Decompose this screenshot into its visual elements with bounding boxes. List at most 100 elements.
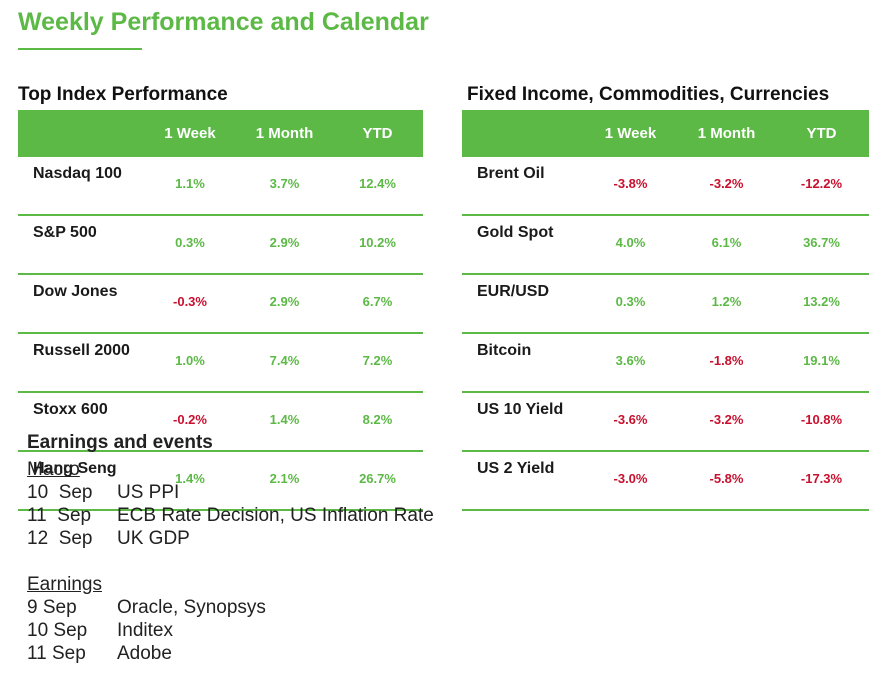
row-1-month-value: 7.4% xyxy=(237,333,332,393)
row-name: Brent Oil xyxy=(462,157,582,216)
row-ytd-value: 6.7% xyxy=(332,274,423,334)
row-1-month-value: 2.9% xyxy=(237,215,332,275)
row-ytd-value: 13.2% xyxy=(774,274,869,334)
event-item: 12 Sep UK GDP xyxy=(27,527,434,550)
table-row: S&P 500 0.3% 2.9% 10.2% xyxy=(18,215,423,275)
macro-heading: Macro xyxy=(27,459,80,480)
row-name: Stoxx 600 xyxy=(18,392,143,452)
fixed-income-section: Fixed Income, Commodities, Currencies 1 … xyxy=(462,84,869,511)
event-item: 10 Sep Inditex xyxy=(27,619,434,642)
event-description: UK GDP xyxy=(117,528,190,549)
row-name: Nasdaq 100 xyxy=(18,157,143,216)
event-description: Adobe xyxy=(117,643,172,664)
column-header-ytd: YTD xyxy=(332,110,423,157)
fixed-income-table: 1 Week 1 Month YTD Brent Oil -3.8% -3.2% -1… xyxy=(462,110,869,511)
row-1-week-value: 1.1% xyxy=(143,157,237,216)
event-date: 11 Sep xyxy=(27,505,92,526)
earnings-list: 9 Sep Oracle, Synopsys 10 Sep Inditex 11 Sep… xyxy=(27,596,434,665)
table-row: Dow Jones -0.3% 2.9% 6.7% xyxy=(18,274,423,334)
event-item: 11 Sep Adobe xyxy=(27,642,434,665)
row-1-month-value: 2.1% xyxy=(237,451,332,511)
row-1-week-value: 4.0% xyxy=(582,215,679,275)
column-header-1-month: 1 Month xyxy=(237,110,332,157)
row-ytd-value: -12.2% xyxy=(774,157,869,216)
event-date: 10 Sep xyxy=(27,482,93,503)
event-description: Inditex xyxy=(117,620,173,641)
event-description: ECB Rate Decision, US Inflation Rate xyxy=(117,505,434,526)
table-header-row: 1 Week 1 Month YTD xyxy=(462,110,869,157)
row-1-week-value: 1.4% xyxy=(143,451,237,511)
table-header-row: 1 Week 1 Month YTD xyxy=(18,110,423,157)
index-performance-table: 1 Week 1 Month YTD Nasdaq 100 1.1% 3.7% 12.… xyxy=(18,110,423,511)
event-date: 10 Sep xyxy=(27,620,88,641)
earnings-heading: Earnings xyxy=(27,574,102,595)
column-header-1-week: 1 Week xyxy=(582,110,679,157)
row-ytd-value: -10.8% xyxy=(774,392,869,452)
event-item: 10 Sep US PPI xyxy=(27,481,434,504)
table-row: US 2 Yield -3.0% -5.8% -17.3% xyxy=(462,451,869,511)
row-ytd-value: 19.1% xyxy=(774,333,869,393)
index-performance-section: Top Index Performance 1 Week 1 Month YTD… xyxy=(18,84,423,511)
event-date: 12 Sep xyxy=(27,528,93,549)
event-date: 11 Sep xyxy=(27,643,86,664)
earnings-events-section: Earnings and events Macro 10 Sep US PPI 11… xyxy=(27,432,434,665)
row-name: US 10 Yield xyxy=(462,392,582,452)
row-1-month-value: 1.2% xyxy=(679,274,774,334)
row-name: Russell 2000 xyxy=(18,333,143,393)
row-ytd-value: 26.7% xyxy=(332,451,423,511)
row-ytd-value: 10.2% xyxy=(332,215,423,275)
macro-list: 10 Sep US PPI 11 Sep ECB Rate Decision, US … xyxy=(27,481,434,550)
event-item: 11 Sep ECB Rate Decision, US Inflation Ra… xyxy=(27,504,434,527)
row-1-week-value: 1.0% xyxy=(143,333,237,393)
row-1-week-value: -3.6% xyxy=(582,392,679,452)
title-underline xyxy=(18,48,142,50)
row-ytd-value: 12.4% xyxy=(332,157,423,216)
row-1-month-value: -3.2% xyxy=(679,392,774,452)
column-header-name xyxy=(462,110,582,157)
row-name: S&P 500 xyxy=(18,215,143,275)
row-1-month-value: -3.2% xyxy=(679,157,774,216)
row-name: Gold Spot xyxy=(462,215,582,275)
row-1-week-value: -3.0% xyxy=(582,451,679,511)
event-description: Oracle, Synopsys xyxy=(117,597,266,618)
row-ytd-value: -17.3% xyxy=(774,451,869,511)
row-name: Bitcoin xyxy=(462,333,582,393)
row-name: EUR/USD xyxy=(462,274,582,334)
row-name: US 2 Yield xyxy=(462,451,582,511)
table-row: Brent Oil -3.8% -3.2% -12.2% xyxy=(462,157,869,216)
event-item: 9 Sep Oracle, Synopsys xyxy=(27,596,434,619)
row-1-month-value: 3.7% xyxy=(237,157,332,216)
row-1-week-value: -0.2% xyxy=(143,392,237,452)
table-row: Stoxx 600 -0.2% 1.4% 8.2% xyxy=(18,392,423,452)
row-1-week-value: 3.6% xyxy=(582,333,679,393)
row-1-week-value: -0.3% xyxy=(143,274,237,334)
row-name: Hang Seng xyxy=(18,451,143,511)
row-name: Dow Jones xyxy=(18,274,143,334)
row-1-week-value: 0.3% xyxy=(582,274,679,334)
fixed-income-table-title: Fixed Income, Commodities, Currencies xyxy=(467,84,830,105)
row-ytd-value: 8.2% xyxy=(332,392,423,452)
row-1-month-value: -1.8% xyxy=(679,333,774,393)
row-1-month-value: 2.9% xyxy=(237,274,332,334)
row-1-month-value: -5.8% xyxy=(679,451,774,511)
row-1-month-value: 1.4% xyxy=(237,392,332,452)
table-row: US 10 Yield -3.6% -3.2% -10.8% xyxy=(462,392,869,452)
table-row: Nasdaq 100 1.1% 3.7% 12.4% xyxy=(18,157,423,216)
row-ytd-value: 36.7% xyxy=(774,215,869,275)
table-row: Bitcoin 3.6% -1.8% 19.1% xyxy=(462,333,869,393)
table-row: Hang Seng 1.4% 2.1% 26.7% xyxy=(18,451,423,511)
events-title: Earnings and events xyxy=(27,432,213,453)
column-header-ytd: YTD xyxy=(774,110,869,157)
row-1-month-value: 6.1% xyxy=(679,215,774,275)
column-header-1-month: 1 Month xyxy=(679,110,774,157)
table-row: EUR/USD 0.3% 1.2% 13.2% xyxy=(462,274,869,334)
row-ytd-value: 7.2% xyxy=(332,333,423,393)
event-date: 9 Sep xyxy=(27,597,77,618)
row-1-week-value: 0.3% xyxy=(143,215,237,275)
column-header-1-week: 1 Week xyxy=(143,110,237,157)
event-description: US PPI xyxy=(117,482,180,503)
page-title: Weekly Performance and Calendar xyxy=(18,8,429,36)
row-1-week-value: -3.8% xyxy=(582,157,679,216)
column-header-name xyxy=(18,110,143,157)
table-row: Gold Spot 4.0% 6.1% 36.7% xyxy=(462,215,869,275)
